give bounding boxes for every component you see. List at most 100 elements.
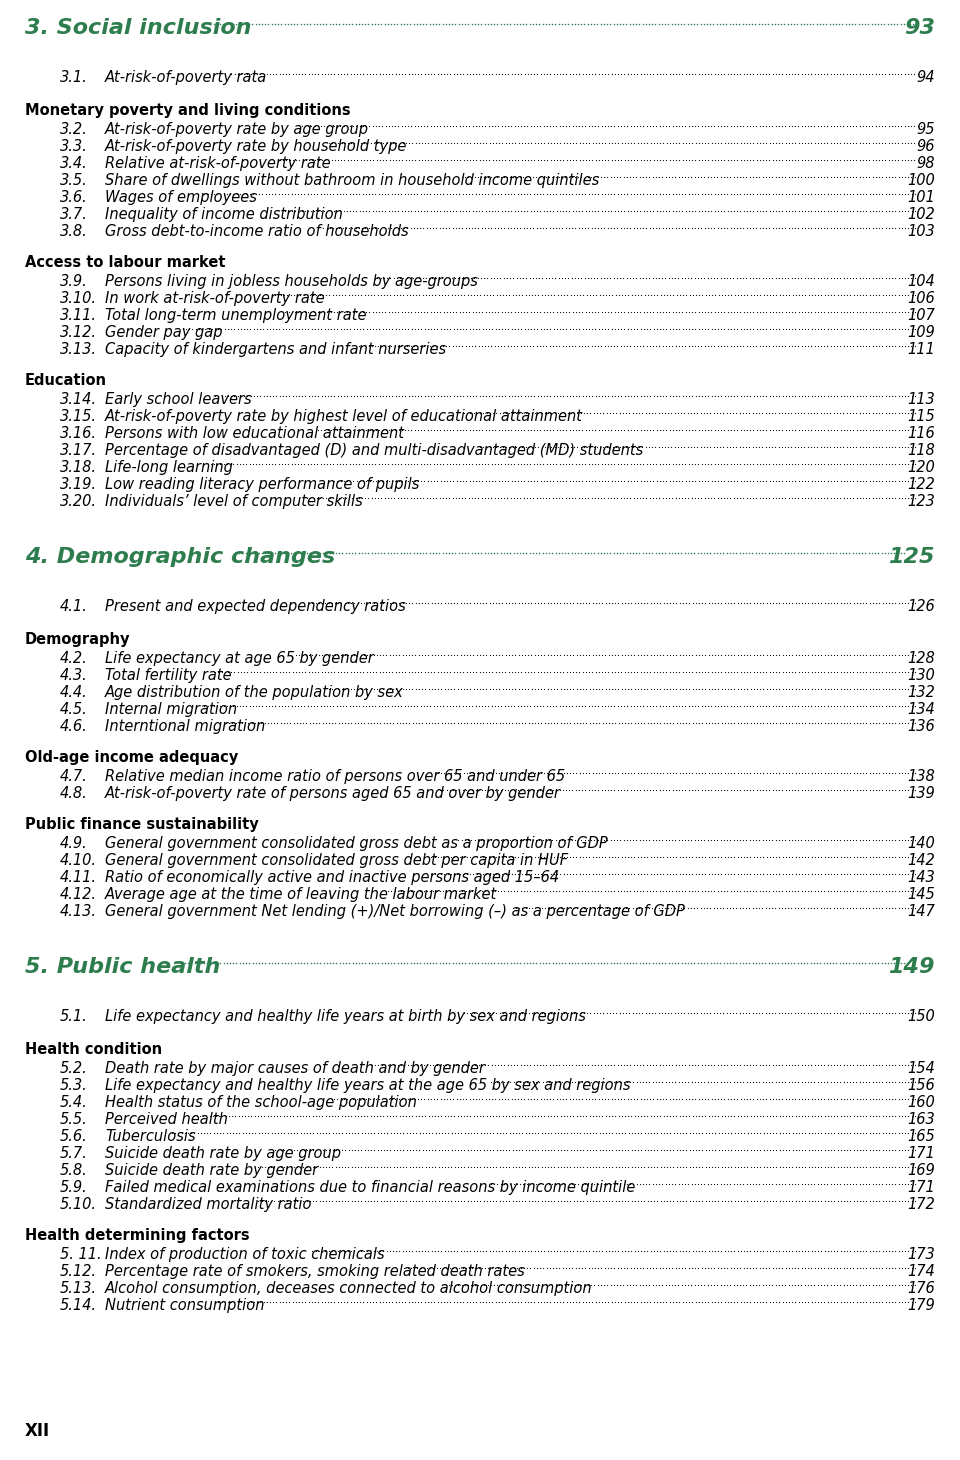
Point bbox=[217, 317, 232, 340]
Point bbox=[488, 695, 503, 718]
Point bbox=[640, 1121, 656, 1145]
Point bbox=[339, 200, 354, 223]
Point bbox=[668, 660, 684, 683]
Point bbox=[774, 1002, 789, 1025]
Point bbox=[523, 1291, 539, 1314]
Point bbox=[471, 63, 487, 86]
Point bbox=[324, 283, 340, 307]
Point bbox=[533, 660, 548, 683]
Point bbox=[516, 200, 532, 223]
Point bbox=[519, 1053, 535, 1076]
Point bbox=[720, 879, 735, 902]
Point bbox=[611, 660, 626, 683]
Point bbox=[804, 761, 819, 784]
Point bbox=[571, 1053, 587, 1076]
Point bbox=[884, 453, 900, 476]
Point bbox=[516, 1088, 532, 1111]
Point bbox=[872, 402, 887, 425]
Point bbox=[300, 486, 315, 510]
Point bbox=[655, 486, 670, 510]
Point bbox=[612, 1121, 627, 1145]
Point bbox=[652, 317, 667, 340]
Point bbox=[344, 283, 359, 307]
Point bbox=[907, 165, 923, 188]
Point bbox=[791, 845, 806, 869]
Point bbox=[492, 266, 508, 289]
Point bbox=[374, 419, 390, 442]
Point bbox=[654, 402, 669, 425]
Point bbox=[375, 660, 391, 683]
Point bbox=[321, 149, 336, 172]
Point bbox=[675, 182, 690, 206]
Point bbox=[245, 952, 260, 975]
Point bbox=[855, 644, 871, 667]
Point bbox=[553, 283, 568, 307]
Point bbox=[769, 761, 784, 784]
Point bbox=[875, 660, 890, 683]
Point bbox=[723, 149, 738, 172]
Point bbox=[772, 131, 787, 155]
Point bbox=[679, 863, 694, 886]
Point bbox=[319, 283, 334, 307]
Point bbox=[732, 1273, 748, 1296]
Point bbox=[623, 453, 638, 476]
Point bbox=[829, 677, 845, 701]
Point bbox=[900, 1240, 916, 1263]
Point bbox=[417, 695, 432, 718]
Point bbox=[881, 591, 897, 615]
Point bbox=[361, 182, 376, 206]
Point bbox=[348, 695, 364, 718]
Point bbox=[877, 952, 893, 975]
Point bbox=[645, 695, 660, 718]
Point bbox=[849, 182, 864, 206]
Point bbox=[753, 1291, 768, 1314]
Point bbox=[545, 778, 561, 802]
Point bbox=[663, 896, 679, 920]
Point bbox=[868, 486, 883, 510]
Point bbox=[672, 863, 687, 886]
Point bbox=[418, 149, 433, 172]
Point bbox=[888, 761, 903, 784]
Point bbox=[849, 301, 864, 324]
Point bbox=[852, 1104, 868, 1127]
Point bbox=[446, 660, 462, 683]
Point bbox=[697, 1053, 712, 1076]
Point bbox=[778, 1002, 793, 1025]
Point bbox=[891, 114, 906, 137]
Point bbox=[565, 63, 581, 86]
Point bbox=[612, 952, 628, 975]
Point bbox=[382, 131, 397, 155]
Point bbox=[804, 1291, 819, 1314]
Point bbox=[588, 216, 603, 239]
Point bbox=[646, 677, 661, 701]
Point bbox=[547, 1139, 563, 1162]
Point bbox=[503, 216, 518, 239]
Point bbox=[540, 644, 555, 667]
Point bbox=[769, 1155, 784, 1178]
Point bbox=[829, 828, 845, 851]
Point bbox=[556, 644, 571, 667]
Point bbox=[717, 863, 732, 886]
Point bbox=[875, 1190, 890, 1213]
Point bbox=[255, 384, 271, 407]
Text: 140: 140 bbox=[907, 837, 935, 851]
Point bbox=[336, 384, 351, 407]
Point bbox=[418, 1155, 433, 1178]
Point bbox=[434, 677, 449, 701]
Point bbox=[501, 863, 516, 886]
Point bbox=[900, 1190, 916, 1213]
Point bbox=[201, 317, 216, 340]
Point bbox=[371, 216, 386, 239]
Point bbox=[827, 486, 842, 510]
Point bbox=[798, 1155, 813, 1178]
Point bbox=[218, 1104, 233, 1127]
Point bbox=[591, 1190, 607, 1213]
Point bbox=[305, 283, 321, 307]
Point bbox=[784, 149, 800, 172]
Point bbox=[462, 1291, 477, 1314]
Point bbox=[675, 778, 690, 802]
Point bbox=[872, 1155, 887, 1178]
Point bbox=[858, 1273, 874, 1296]
Point bbox=[691, 1121, 707, 1145]
Point bbox=[374, 453, 390, 476]
